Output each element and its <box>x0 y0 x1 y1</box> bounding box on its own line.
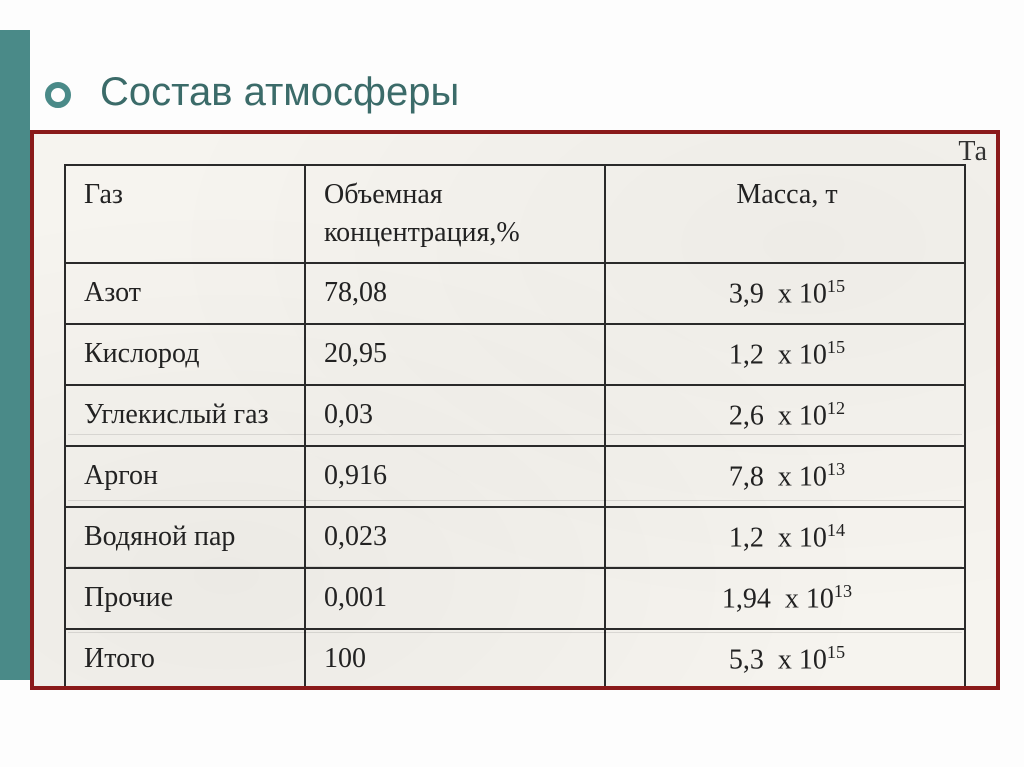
cell-gas: Прочие <box>65 568 305 629</box>
cell-concentration: 20,95 <box>305 324 605 385</box>
background-artifact <box>68 434 962 435</box>
mass-coefficient: 1,94 <box>722 584 771 615</box>
col-mass: Масса, т <box>605 165 965 263</box>
mass-exponent: 13 <box>827 459 845 479</box>
content-frame: Ta Газ Объемная концентрация,% Масса, т … <box>30 130 1000 690</box>
table-row: Углекислый газ0,032,6 x 1012 <box>65 385 965 446</box>
cell-mass: 1,2 x 1014 <box>605 507 965 568</box>
atmosphere-table: Газ Объемная концентрация,% Масса, т Азо… <box>64 164 966 690</box>
cell-gas: Аргон <box>65 446 305 507</box>
table-row: Аргон0,9167,8 x 1013 <box>65 446 965 507</box>
mass-exponent: 14 <box>827 520 845 540</box>
cell-concentration: 100 <box>305 629 605 690</box>
mass-coefficient: 2,6 <box>729 400 764 431</box>
cell-mass: 1,2 x 1015 <box>605 324 965 385</box>
background-artifact <box>68 632 962 633</box>
mass-coefficient: 5,3 <box>729 645 764 676</box>
mass-coefficient: 3,9 <box>729 278 764 309</box>
bullet-circle-icon <box>45 82 71 108</box>
cell-gas: Водяной пар <box>65 507 305 568</box>
cell-mass: 1,94 x 1013 <box>605 568 965 629</box>
page-title: Состав атмосферы <box>100 70 459 115</box>
mass-exponent: 15 <box>827 337 845 357</box>
cell-mass: 5,3 x 1015 <box>605 629 965 690</box>
cell-gas: Азот <box>65 263 305 324</box>
background-artifact <box>68 566 962 567</box>
table-row: Азот78,083,9 x 1015 <box>65 263 965 324</box>
background-artifact <box>68 500 962 501</box>
mass-exponent: 15 <box>827 642 845 662</box>
mass-exponent: 15 <box>827 276 845 296</box>
cell-mass: 7,8 x 1013 <box>605 446 965 507</box>
cell-mass: 2,6 x 1012 <box>605 385 965 446</box>
table-row: Водяной пар0,0231,2 x 1014 <box>65 507 965 568</box>
accent-sidebar <box>0 30 30 680</box>
mass-coefficient: 1,2 <box>729 522 764 553</box>
cell-gas: Углекислый газ <box>65 385 305 446</box>
cell-concentration: 0,916 <box>305 446 605 507</box>
cell-concentration: 0,03 <box>305 385 605 446</box>
mass-exponent: 13 <box>834 581 852 601</box>
cell-concentration: 0,001 <box>305 568 605 629</box>
table-row: Кислород20,951,2 x 1015 <box>65 324 965 385</box>
table-header-row: Газ Объемная концентрация,% Масса, т <box>65 165 965 263</box>
table-row: Прочие0,0011,94 x 1013 <box>65 568 965 629</box>
mass-coefficient: 1,2 <box>729 339 764 370</box>
cell-concentration: 0,023 <box>305 507 605 568</box>
mass-exponent: 12 <box>827 398 845 418</box>
cell-gas: Итого <box>65 629 305 690</box>
cell-concentration: 78,08 <box>305 263 605 324</box>
col-concentration: Объемная концентрация,% <box>305 165 605 263</box>
col-gas: Газ <box>65 165 305 263</box>
mass-coefficient: 7,8 <box>729 461 764 492</box>
cell-mass: 3,9 x 1015 <box>605 263 965 324</box>
table-row: Итого1005,3 x 1015 <box>65 629 965 690</box>
cell-gas: Кислород <box>65 324 305 385</box>
